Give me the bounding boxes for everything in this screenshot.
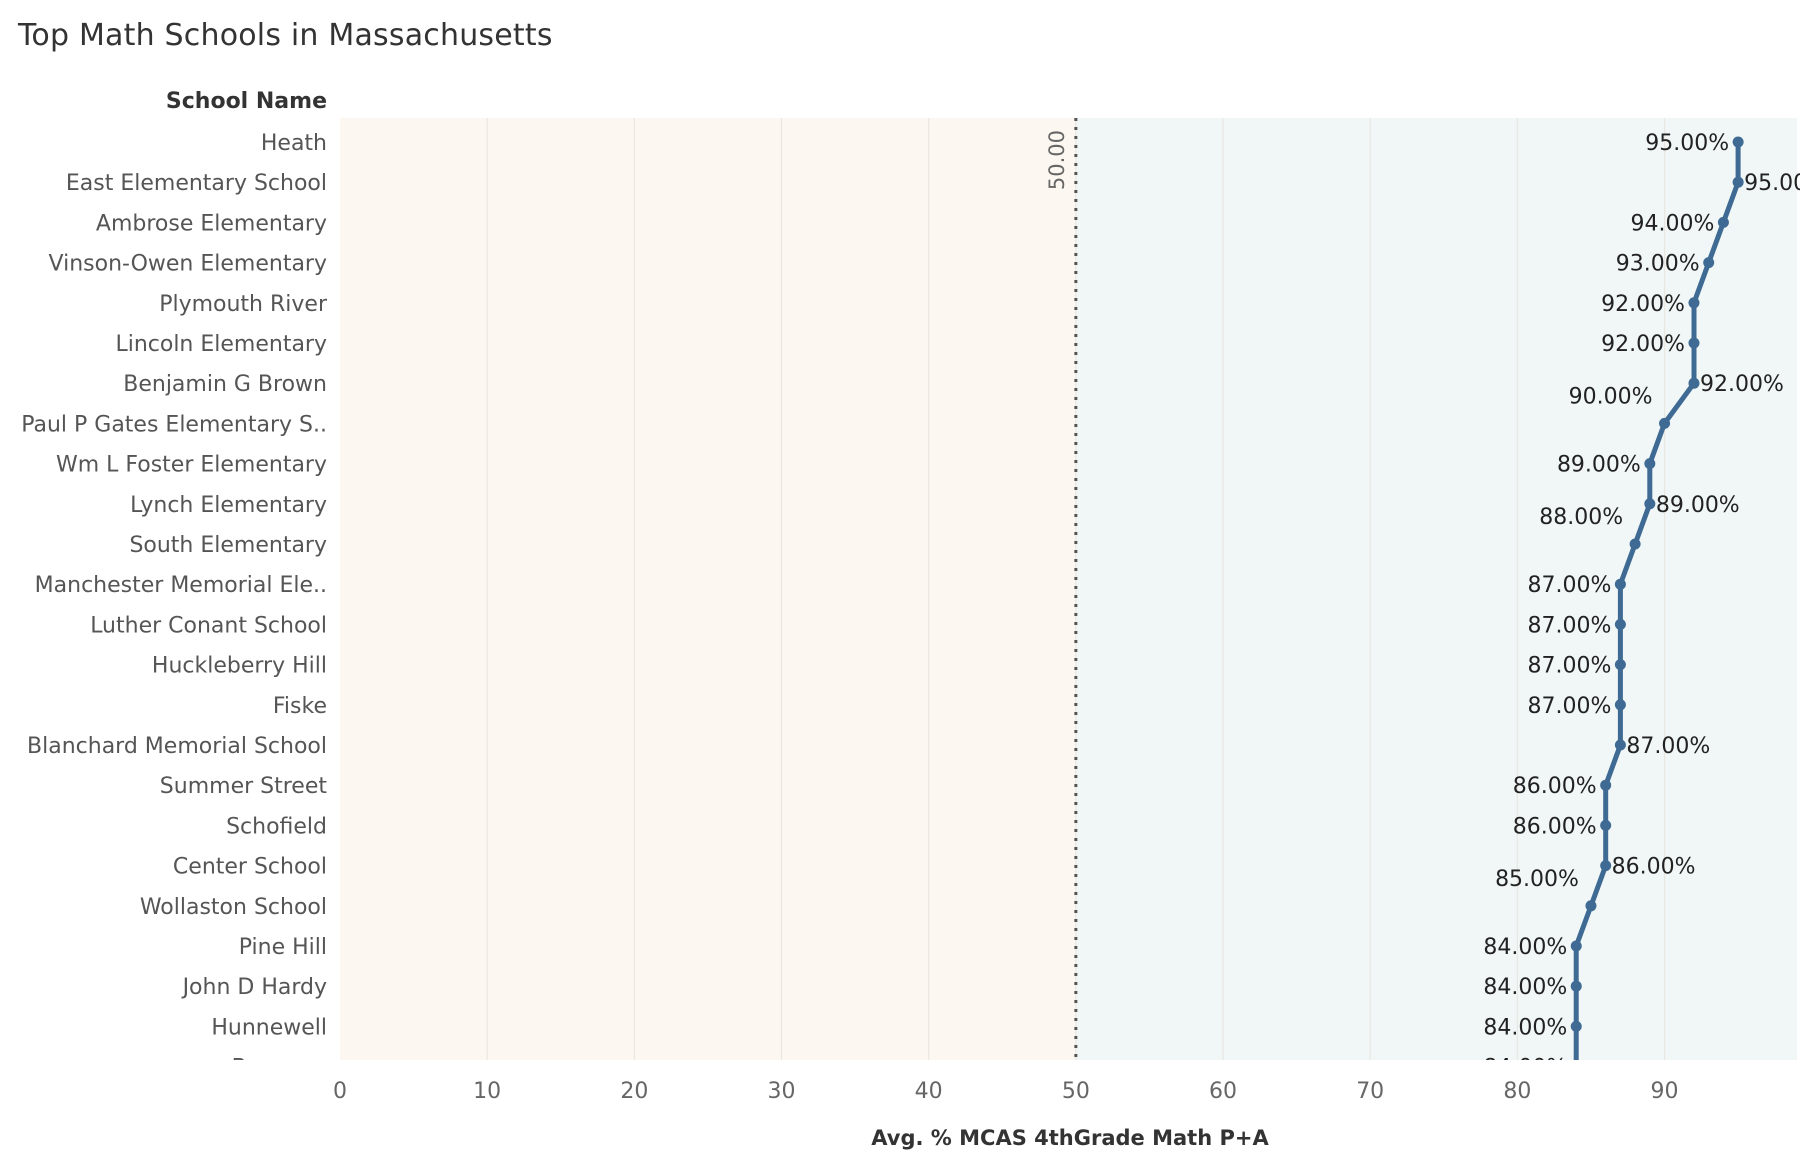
data-label: 87.00% (1528, 654, 1612, 679)
data-point (1570, 1020, 1582, 1032)
data-label: 84.00% (1483, 1056, 1567, 1081)
chart-title: Top Math Schools in Massachusetts (18, 18, 553, 53)
band-above-reference (1075, 118, 1797, 1060)
data-point (1717, 216, 1729, 228)
row-label: Vinson-Owen Elementary (49, 252, 327, 277)
x-tick-label-50: 50 (1062, 1079, 1090, 1104)
row-label: Lincoln Elementary (115, 332, 327, 357)
x-tick-label-90: 90 (1651, 1079, 1679, 1104)
x-axis-title: Avg. % MCAS 4thGrade Math P+A (871, 1126, 1269, 1150)
data-label: 95.00% (1645, 131, 1729, 156)
row-header-school-name: School Name (165, 89, 327, 114)
x-tick-label-60: 60 (1209, 1079, 1237, 1104)
row-label: Blanchard Memorial School (27, 734, 327, 759)
row-label: Wm L Foster Elementary (56, 453, 327, 478)
row-label: Wollaston School (140, 895, 327, 920)
data-point (1614, 578, 1626, 590)
data-label: 87.00% (1528, 694, 1612, 719)
data-point (1570, 940, 1582, 952)
data-point (1614, 739, 1626, 751)
x-tick-label-30: 30 (768, 1079, 796, 1104)
data-label: 84.00% (1483, 1015, 1567, 1040)
row-label: Hunnewell (211, 1015, 327, 1040)
data-point (1600, 779, 1612, 791)
row-label: Schofield (226, 814, 327, 839)
row-label: South Elementary (129, 533, 327, 558)
data-point (1732, 136, 1744, 148)
data-label: 85.00% (1495, 867, 1579, 892)
x-tick-label-40: 40 (915, 1079, 943, 1104)
data-point (1688, 377, 1700, 389)
data-label: 93.00% (1616, 252, 1700, 277)
row-label: Manchester Memorial Ele.. (35, 573, 327, 598)
data-point (1688, 337, 1700, 349)
data-label: 87.00% (1528, 613, 1612, 638)
data-point (1644, 498, 1656, 510)
data-point (1659, 417, 1671, 429)
x-tick-label-70: 70 (1356, 1079, 1384, 1104)
x-tick-label-0: 0 (333, 1079, 347, 1104)
data-label: 84.00% (1483, 935, 1567, 960)
data-point (1614, 618, 1626, 630)
row-label: Heath (261, 131, 327, 156)
x-tick-label-80: 80 (1503, 1079, 1531, 1104)
data-point (1571, 1061, 1582, 1072)
row-label: Paul P Gates Elementary S.. (21, 412, 327, 437)
row-label: John D Hardy (181, 975, 327, 1000)
data-point (1614, 699, 1626, 711)
data-label: 94.00% (1631, 211, 1715, 236)
band-below-reference (340, 118, 1076, 1060)
data-label: 84.00% (1483, 975, 1567, 1000)
data-point (1703, 257, 1715, 269)
row-labels-group: Heath East Elementary School Ambrose Eleme… (21, 131, 328, 1081)
row-label: Center School (173, 855, 327, 880)
row-label: Pine Hill (239, 935, 327, 960)
x-tick-label-10: 10 (473, 1079, 501, 1104)
series-group: 95.00% 95.00% 94.00% 93.00% 92.00% 92.00% 92.0… (1483, 131, 1800, 1081)
row-label: East Elementary School (66, 171, 327, 196)
reference-line-label: 50.00 (1045, 130, 1069, 190)
data-label: 89.00% (1656, 493, 1740, 518)
row-label: Fiske (273, 694, 327, 719)
data-label: 87.00% (1528, 573, 1612, 598)
data-label: 92.00% (1601, 332, 1685, 357)
row-label: Summer Street (160, 774, 328, 799)
data-label: 92.00% (1601, 292, 1685, 317)
data-point (1629, 538, 1641, 550)
data-label: 88.00% (1539, 505, 1623, 530)
data-label: 92.00% (1700, 372, 1784, 397)
data-point (1570, 980, 1582, 992)
x-tick-label-20: 20 (620, 1079, 648, 1104)
row-label: Benjamin G Brown (123, 372, 327, 397)
data-label: 90.00% (1569, 384, 1653, 409)
data-point (1614, 659, 1626, 671)
data-label: 89.00% (1557, 453, 1641, 478)
data-label: 86.00% (1513, 774, 1597, 799)
row-label: Bowman (232, 1056, 327, 1081)
row-label: Plymouth River (159, 292, 328, 317)
data-point (1600, 819, 1612, 831)
data-label: 86.00% (1612, 855, 1696, 880)
row-label: Lynch Elementary (130, 493, 327, 518)
row-label: Ambrose Elementary (96, 211, 327, 236)
row-label: Huckleberry Hill (152, 654, 327, 679)
data-label: 87.00% (1626, 734, 1710, 759)
data-point (1732, 176, 1744, 188)
data-label: 95.00% (1744, 171, 1800, 196)
data-point (1688, 297, 1700, 309)
data-point (1644, 458, 1656, 470)
data-label: 86.00% (1513, 814, 1597, 839)
row-label: Luther Conant School (90, 613, 327, 638)
data-point (1585, 900, 1597, 912)
data-point (1600, 860, 1612, 872)
